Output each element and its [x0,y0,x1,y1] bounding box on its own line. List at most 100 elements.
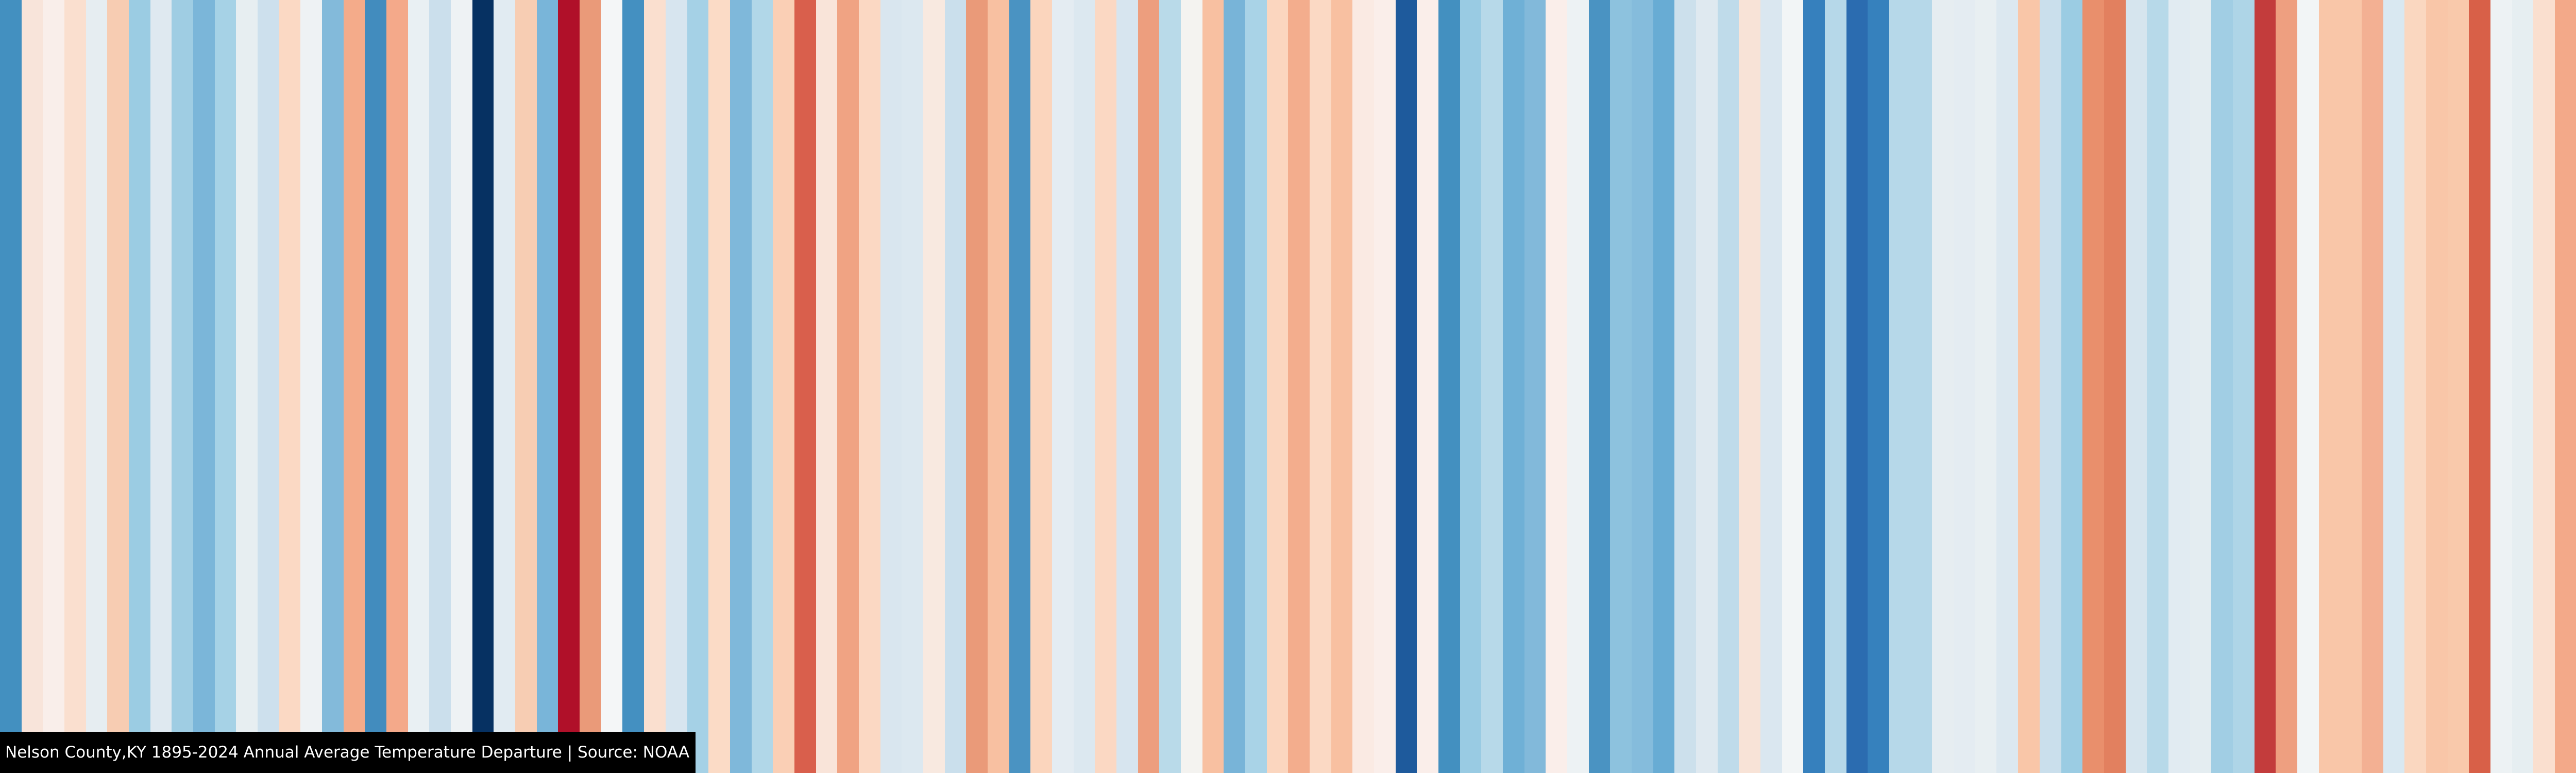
stripe-year-1917 [472,0,494,773]
stripe-year-1904 [193,0,215,773]
stripe-year-2007 [2404,0,2426,773]
stripe-year-1933 [816,0,838,773]
stripe-year-1966 [1524,0,1546,773]
stripe-year-1905 [214,0,236,773]
stripe-year-1899 [86,0,108,773]
stripe-year-1921 [558,0,580,773]
stripe-year-1932 [794,0,816,773]
stripe-year-1939 [944,0,967,773]
stripe-year-1935 [858,0,880,773]
stripe-year-1963 [1460,0,1482,773]
stripe-year-1930 [751,0,773,773]
stripe-year-1953 [1245,0,1267,773]
stripe-year-1928 [708,0,730,773]
stripe-year-1988 [1996,0,2019,773]
stripe-year-2005 [2361,0,2383,773]
stripe-year-1952 [1224,0,1245,773]
stripe-year-1968 [1567,0,1589,773]
stripe-year-1982 [1868,0,1890,773]
stripe-year-1978 [1782,0,1804,773]
stripe-year-1923 [601,0,623,773]
stripe-year-1903 [172,0,194,773]
stripe-year-1981 [1846,0,1868,773]
stripe-year-2013 [2533,0,2555,773]
caption-text: Nelson County,KY 1895-2024 Annual Averag… [5,743,690,762]
stripe-year-1944 [1052,0,1074,773]
stripe-year-1989 [2018,0,2040,773]
stripe-year-1980 [1825,0,1846,773]
stripe-year-2003 [2318,0,2341,773]
stripe-year-1983 [1889,0,1911,773]
stripe-year-1956 [1309,0,1331,773]
stripe-year-2008 [2426,0,2448,773]
stripe-year-1954 [1266,0,1289,773]
stripe-year-1993 [2104,0,2126,773]
stripe-year-1902 [150,0,172,773]
stripe-year-1994 [2125,0,2147,773]
stripe-year-1940 [966,0,988,773]
stripe-year-1973 [1674,0,1697,773]
stripe-year-1941 [987,0,1009,773]
stripe-year-1916 [451,0,472,773]
stripe-year-1926 [665,0,687,773]
stripe-year-1971 [1632,0,1653,773]
stripe-year-2009 [2447,0,2469,773]
stripe-year-2011 [2490,0,2512,773]
stripe-year-1987 [1975,0,1997,773]
stripe-year-1943 [1030,0,1052,773]
stripe-year-1922 [580,0,601,773]
stripe-year-1949 [1159,0,1181,773]
stripe-year-1946 [1095,0,1116,773]
stripe-year-1910 [322,0,344,773]
stripe-year-1913 [386,0,408,773]
stripe-year-1911 [343,0,365,773]
stripe-year-1936 [880,0,902,773]
stripe-year-1991 [2061,0,2083,773]
stripe-year-1918 [494,0,516,773]
stripe-year-1919 [515,0,537,773]
stripe-year-1897 [43,0,65,773]
stripe-year-1929 [730,0,752,773]
stripe-year-1996 [2168,0,2190,773]
stripe-year-1961 [1417,0,1439,773]
stripe-year-1938 [923,0,945,773]
stripe-year-1962 [1438,0,1460,773]
stripe-year-2010 [2469,0,2490,773]
stripe-year-1979 [1803,0,1825,773]
stripe-year-1972 [1653,0,1675,773]
stripe-year-1934 [837,0,859,773]
stripe-year-1997 [2190,0,2212,773]
stripe-year-1990 [2039,0,2061,773]
caption-bar: Nelson County,KY 1895-2024 Annual Averag… [0,732,696,773]
stripe-year-1915 [429,0,451,773]
stripe-year-1998 [2211,0,2233,773]
stripe-year-1925 [644,0,666,773]
stripe-year-1976 [1739,0,1761,773]
stripe-year-1942 [1009,0,1031,773]
stripe-year-2004 [2340,0,2362,773]
stripe-year-1898 [64,0,86,773]
stripe-year-1986 [1954,0,1975,773]
stripe-year-1924 [622,0,645,773]
stripe-year-2014 [2554,0,2576,773]
stripe-year-1920 [536,0,558,773]
stripe-year-1967 [1546,0,1568,773]
stripe-year-1977 [1760,0,1782,773]
stripe-year-1908 [279,0,301,773]
stripe-year-1992 [2082,0,2104,773]
stripe-year-1900 [107,0,129,773]
stripe-year-1896 [21,0,43,773]
stripe-year-1958 [1352,0,1374,773]
stripe-year-1970 [1610,0,1632,773]
stripe-year-1985 [1932,0,1954,773]
stripe-year-1895 [0,0,22,773]
stripe-year-2006 [2383,0,2405,773]
stripe-year-1955 [1288,0,1310,773]
stripe-year-2000 [2254,0,2276,773]
stripe-year-1974 [1696,0,1718,773]
stripe-year-1948 [1138,0,1160,773]
stripe-year-1975 [1717,0,1739,773]
stripe-year-1901 [129,0,150,773]
